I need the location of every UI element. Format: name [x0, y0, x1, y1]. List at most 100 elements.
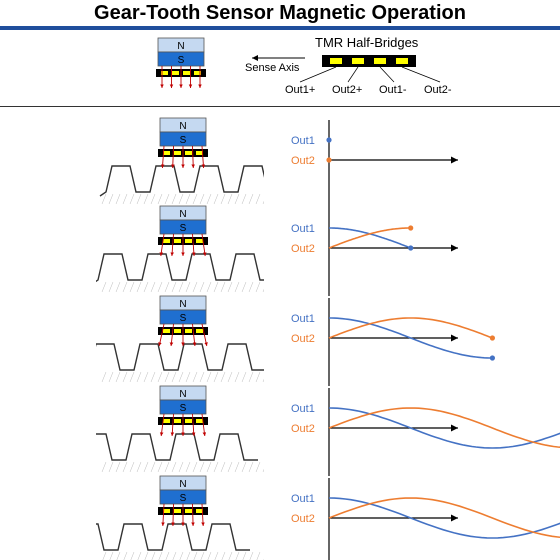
gear-hatch — [185, 281, 191, 293]
gear-hatch — [129, 193, 135, 205]
gear-hatch — [248, 461, 254, 473]
field-line — [201, 503, 205, 527]
gear-hatch — [234, 461, 240, 473]
gear-hatch — [249, 551, 254, 560]
gear-hatch — [248, 371, 254, 383]
field-line — [191, 503, 195, 527]
gear-hatch — [220, 371, 226, 383]
gear-hatch — [263, 558, 264, 560]
magnet-south-label: S — [180, 135, 187, 146]
gear-hatch — [122, 461, 128, 473]
gear-hatch — [228, 551, 233, 560]
sensor-bridge — [183, 71, 190, 75]
gear-hatch — [199, 193, 205, 205]
tmr-heading: TMR Half-Bridges — [315, 35, 419, 50]
gear-hatch — [241, 371, 247, 383]
gear-teeth — [99, 165, 264, 197]
series-endpoint — [326, 157, 332, 163]
series-label: Out2 — [291, 423, 315, 435]
gear-hatch — [213, 281, 219, 293]
gear-hatch — [123, 551, 128, 560]
series-label: Out2 — [291, 513, 315, 525]
gear-hatch — [227, 193, 233, 205]
gear-hatch — [185, 371, 191, 383]
magnet-north-label: N — [179, 389, 186, 400]
gear-hatch — [122, 371, 128, 383]
field-line — [191, 145, 195, 169]
series-label: Out2 — [291, 155, 315, 167]
gear-hatch — [129, 281, 135, 293]
field-line — [160, 145, 165, 169]
field-line — [169, 323, 174, 347]
gear-hatch — [171, 281, 177, 293]
gear-hatch — [108, 281, 114, 293]
sensor-bridge — [194, 71, 201, 75]
series-line — [328, 407, 560, 449]
gear — [96, 523, 264, 560]
sensor-bridge — [174, 419, 181, 423]
field-line — [159, 413, 165, 437]
gear-hatch — [235, 551, 240, 560]
sensor-bridge — [185, 509, 192, 513]
sensor-bridge — [196, 329, 203, 333]
tmr-bridge — [330, 58, 342, 64]
pin-lead — [401, 66, 441, 83]
field-line — [192, 323, 197, 347]
gear-hatch — [207, 551, 212, 560]
gear-hatch — [164, 461, 170, 473]
gear-hatch — [136, 281, 142, 293]
gear-teeth — [96, 343, 264, 371]
gear-hatch — [102, 551, 107, 560]
page-title: Gear-Tooth Sensor Magnetic Operation — [94, 2, 466, 24]
field-line — [170, 413, 175, 437]
gear-hatch — [178, 371, 184, 383]
field-line — [201, 323, 208, 347]
gear-hatch — [234, 281, 240, 293]
magnet-north-label: N — [179, 299, 186, 310]
gear-teeth — [96, 433, 258, 461]
gear-hatch — [108, 461, 114, 473]
gear-hatch — [262, 468, 264, 473]
sensor-bridge — [163, 419, 170, 423]
gear-teeth — [96, 523, 250, 551]
gear-hatch — [234, 371, 240, 383]
gear-hatch — [178, 461, 184, 473]
magnet-north-label: N — [177, 41, 184, 52]
gear-hatch — [101, 281, 107, 293]
magnet-assembly: NS — [158, 295, 208, 347]
series-endpoint — [408, 225, 414, 231]
gear-hatch — [136, 193, 142, 205]
magnet-north-label: N — [179, 209, 186, 220]
sensor-bridge — [161, 71, 168, 75]
gear — [96, 343, 264, 383]
magnet-assembly: NS — [158, 385, 208, 437]
field-line — [201, 233, 207, 257]
sensor-bridge — [185, 239, 192, 243]
gear-hatch — [255, 193, 261, 205]
gear — [99, 165, 264, 205]
field-line — [159, 233, 165, 257]
gear-hatch — [221, 551, 226, 560]
magnet-north-label: N — [179, 121, 186, 132]
gear-hatch — [227, 371, 233, 383]
tmr-bridge — [396, 58, 408, 64]
magnet-north-label: N — [179, 479, 186, 490]
sense-axis-label: Sense Axis — [245, 62, 300, 74]
sensor-bridge — [172, 71, 179, 75]
gear-hatch — [220, 281, 226, 293]
gear-hatch — [241, 461, 247, 473]
series-label: Out1 — [291, 135, 315, 147]
gear-hatch — [108, 193, 114, 205]
gear-hatch — [227, 461, 233, 473]
gear-hatch — [206, 281, 212, 293]
gear-hatch — [115, 281, 121, 293]
field-line — [191, 413, 196, 437]
legend-magnet-sensor: NS — [156, 37, 206, 88]
gear-hatch — [115, 193, 121, 205]
gear-hatch — [122, 281, 128, 293]
stage-row: NS Out1 Out2 — [96, 205, 458, 296]
gear-hatch — [241, 193, 247, 205]
stage-row: NS Out1 Out2 — [99, 117, 458, 208]
sensor-bridge — [163, 329, 170, 333]
